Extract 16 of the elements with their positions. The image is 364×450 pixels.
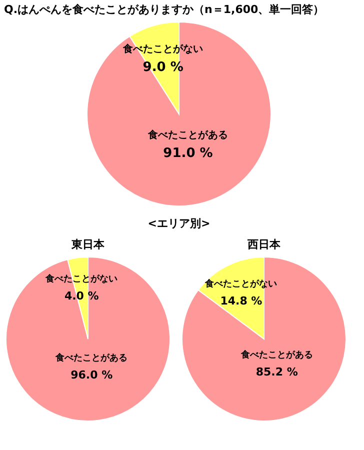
- pie-slice: [86, 22, 272, 206]
- slice-label: 食べたことがある: [240, 350, 313, 361]
- data-label: 85.2 %: [256, 366, 298, 379]
- chart-title: Q.はんぺんを食べたことがありますか（n＝1,600、単一回答）: [4, 3, 324, 16]
- slice-label: 食べたことがある: [54, 352, 128, 364]
- slice-label: 食べたことがある: [146, 128, 228, 141]
- pie-slice: [6, 256, 170, 422]
- data-label: 96.0 %: [70, 368, 113, 382]
- data-label: 14.8 %: [220, 294, 262, 308]
- data-label: 91.0 %: [163, 146, 213, 161]
- data-label: 4.0 %: [64, 290, 99, 303]
- pie-slice: [182, 256, 346, 422]
- text: <エリア別>: [148, 217, 210, 230]
- chart-title: 東日本: [70, 238, 106, 251]
- chart-title: 西日本: [246, 238, 282, 251]
- slice-label: 食べたことがない: [204, 278, 278, 290]
